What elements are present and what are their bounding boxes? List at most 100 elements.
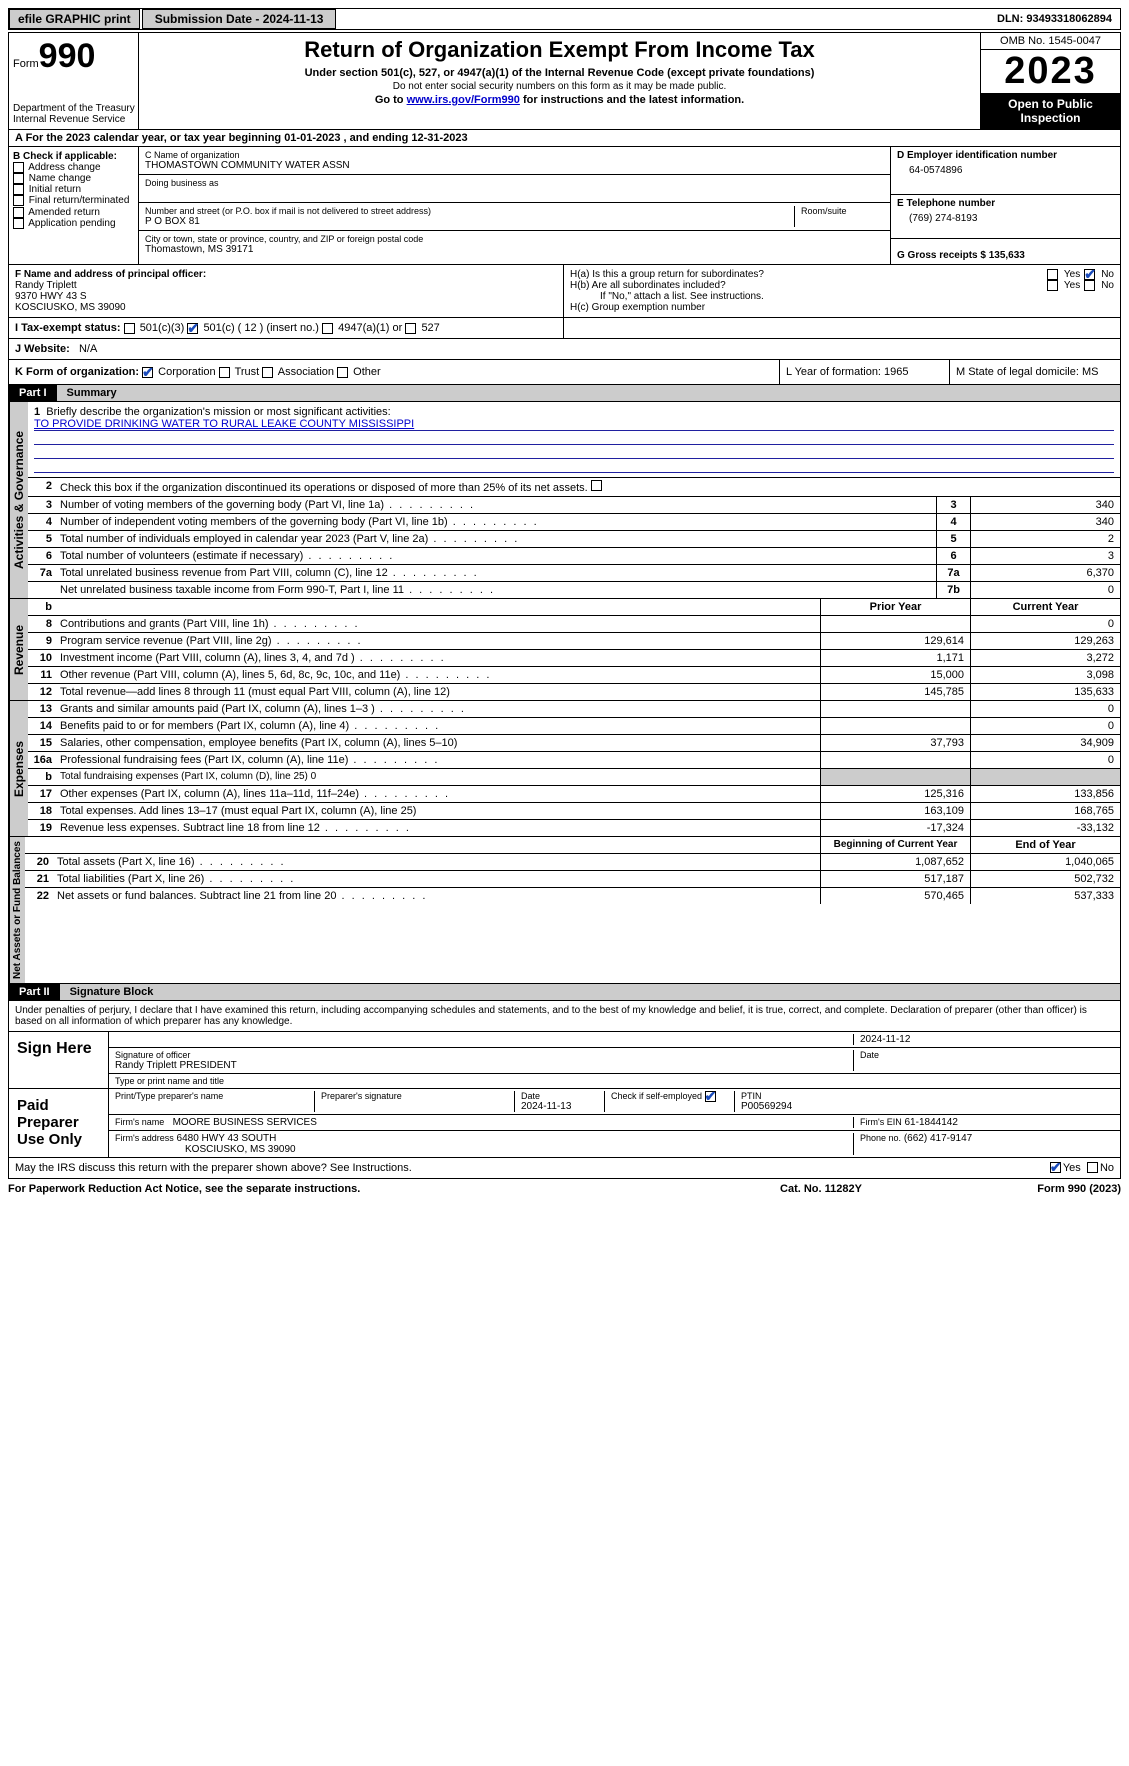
website-val: N/A	[79, 343, 97, 355]
cb-501c[interactable]	[187, 323, 198, 334]
part1-header: Part I Summary	[8, 385, 1121, 402]
hb-no[interactable]	[1084, 280, 1095, 291]
cb-other[interactable]	[337, 367, 348, 378]
discuss-text: May the IRS discuss this return with the…	[15, 1162, 1050, 1174]
l22-p: 570,465	[820, 888, 970, 904]
cb-address-change[interactable]	[13, 162, 24, 173]
submission-date: Submission Date - 2024-11-13	[142, 9, 337, 29]
l6-val: 3	[970, 548, 1120, 564]
ein-value: 64-0574896	[897, 161, 1114, 180]
firm-phone: (662) 417-9147	[904, 1133, 972, 1144]
ha-label: H(a) Is this a group return for subordin…	[570, 269, 1043, 280]
bcy-header: Beginning of Current Year	[820, 837, 970, 853]
omb-number: OMB No. 1545-0047	[981, 33, 1120, 50]
part1-title: Summary	[57, 385, 1120, 401]
form-label: Form	[13, 58, 39, 70]
firm-addr2: KOSCIUSKO, MS 39090	[115, 1144, 853, 1155]
l20-p: 1,087,652	[820, 854, 970, 870]
l12-c: 135,633	[970, 684, 1120, 700]
cb-pending[interactable]	[13, 218, 24, 229]
cb-4947[interactable]	[322, 323, 333, 334]
501c: 501(c) ( 12 ) (insert no.)	[203, 322, 319, 334]
irs-link[interactable]: www.irs.gov/Form990	[407, 94, 520, 106]
l11-p: 15,000	[820, 667, 970, 683]
officer-addr1: 9370 HWY 43 S	[15, 291, 557, 302]
l5-text: Total number of individuals employed in …	[56, 531, 936, 547]
section-i: I Tax-exempt status: 501(c)(3) 501(c) ( …	[8, 318, 1121, 339]
irs-label: Internal Revenue Service	[13, 114, 135, 125]
cb-discontinued[interactable]	[591, 480, 602, 491]
dln: DLN: 93493318062894	[989, 11, 1120, 27]
assoc-lbl: Association	[278, 366, 334, 378]
hb-yes[interactable]	[1047, 280, 1058, 291]
sign-here-section: Sign Here 2024-11-12 Signature of office…	[8, 1032, 1121, 1179]
l16a-text: Professional fundraising fees (Part IX, …	[56, 752, 820, 768]
l21-p: 517,187	[820, 871, 970, 887]
l19-c: -33,132	[970, 820, 1120, 836]
paperwork-notice: For Paperwork Reduction Act Notice, see …	[8, 1183, 721, 1195]
section-bcd: B Check if applicable: Address change Na…	[8, 147, 1121, 265]
ha-no[interactable]	[1084, 269, 1095, 280]
opt-name: Name change	[29, 173, 91, 184]
cb-assoc[interactable]	[262, 367, 273, 378]
l21-text: Total liabilities (Part X, line 26)	[53, 871, 820, 887]
l18-p: 163,109	[820, 803, 970, 819]
efile-print-button[interactable]: efile GRAPHIC print	[9, 9, 140, 29]
yes-lbl: Yes	[1064, 269, 1080, 280]
section-klm: K Form of organization: Corporation Trus…	[8, 360, 1121, 385]
cat-no: Cat. No. 11282Y	[721, 1183, 921, 1195]
s2-text: Check this box if the organization disco…	[60, 482, 588, 494]
opt-address: Address change	[28, 162, 100, 173]
m-state: M State of legal domicile: MS	[950, 360, 1120, 384]
date-label: Date	[854, 1050, 1114, 1071]
firm-addr-label: Firm's address	[115, 1133, 174, 1143]
l8-p	[820, 616, 970, 632]
part2-badge: Part II	[9, 984, 60, 1000]
cb-corp[interactable]	[142, 367, 153, 378]
eoy-header: End of Year	[970, 837, 1120, 853]
opt-final: Final return/terminated	[29, 196, 130, 207]
firm-name: MOORE BUSINESS SERVICES	[173, 1117, 317, 1128]
other-lbl: Other	[353, 366, 381, 378]
prep-name-label: Print/Type preparer's name	[115, 1091, 315, 1112]
officer-name: Randy Triplett	[15, 280, 557, 291]
l5-val: 2	[970, 531, 1120, 547]
l7a-val: 6,370	[970, 565, 1120, 581]
cb-501c3[interactable]	[124, 323, 135, 334]
l3-text: Number of voting members of the governin…	[56, 497, 936, 513]
corp-lbl: Corporation	[158, 366, 215, 378]
l19-text: Revenue less expenses. Subtract line 18 …	[56, 820, 820, 836]
l13-c: 0	[970, 701, 1120, 717]
discuss-yes[interactable]	[1050, 1162, 1061, 1173]
org-address: P O BOX 81	[145, 216, 794, 227]
form-number: 990	[39, 37, 96, 75]
l15-c: 34,909	[970, 735, 1120, 751]
l10-text: Investment income (Part VIII, column (A)…	[56, 650, 820, 666]
k-label: K Form of organization:	[15, 366, 139, 378]
subtitle-2: Do not enter social security numbers on …	[147, 81, 972, 92]
firm-ein: 61-1844142	[905, 1117, 958, 1128]
501c3: 501(c)(3)	[140, 322, 185, 334]
dba-label: Doing business as	[145, 178, 884, 188]
ha-yes[interactable]	[1047, 269, 1058, 280]
l20-text: Total assets (Part X, line 16)	[53, 854, 820, 870]
cb-name-change[interactable]	[13, 173, 24, 184]
governance-section: Activities & Governance 1 Briefly descri…	[8, 402, 1121, 599]
expenses-section: Expenses 13Grants and similar amounts pa…	[8, 701, 1121, 837]
cb-self-employed[interactable]	[705, 1091, 716, 1102]
l7b-text: Net unrelated business taxable income fr…	[56, 582, 936, 598]
discuss-no[interactable]	[1087, 1162, 1098, 1173]
l17-text: Other expenses (Part IX, column (A), lin…	[56, 786, 820, 802]
l15-p: 37,793	[820, 735, 970, 751]
cb-trust[interactable]	[219, 367, 230, 378]
cb-final[interactable]	[13, 195, 24, 206]
addr-label: Number and street (or P.O. box if mail i…	[145, 206, 794, 216]
s1-label: Briefly describe the organization's miss…	[46, 406, 390, 418]
cb-amended[interactable]	[13, 207, 24, 218]
officer-addr2: KOSCIUSKO, MS 39090	[15, 302, 557, 313]
cb-initial[interactable]	[13, 184, 24, 195]
discuss-no-lbl: No	[1100, 1162, 1114, 1174]
cb-527[interactable]	[405, 323, 416, 334]
revenue-section: Revenue bPrior YearCurrent Year 8Contrib…	[8, 599, 1121, 701]
cy-header: Current Year	[970, 599, 1120, 615]
